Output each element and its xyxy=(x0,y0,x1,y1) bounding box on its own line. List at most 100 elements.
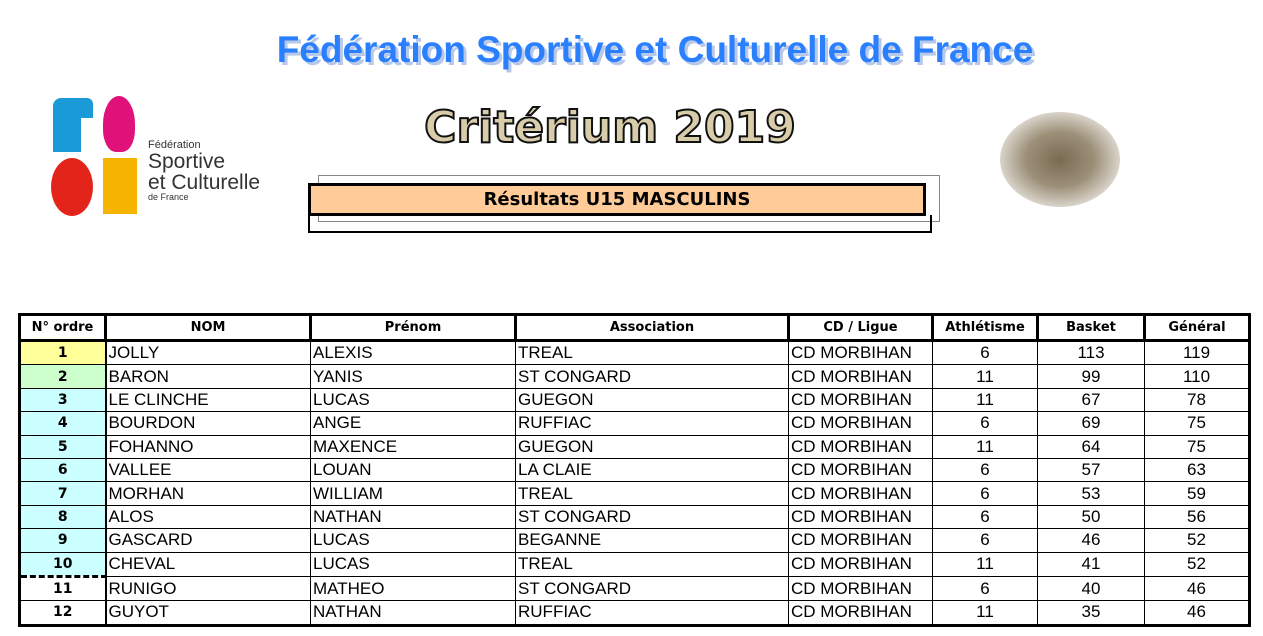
col-nom: NOM xyxy=(105,314,312,342)
cell-basket: 113 xyxy=(1037,339,1145,366)
cell-ligue: CD MORBIHAN xyxy=(788,504,933,530)
cell-general: 119 xyxy=(1144,339,1250,366)
col-general: Général xyxy=(1144,314,1251,342)
cell-rank: 3 xyxy=(19,387,107,413)
cell-athletisme: 6 xyxy=(932,481,1038,506)
logo-text-france: de France xyxy=(148,192,189,202)
cell-prenom: LOUAN xyxy=(310,457,516,483)
cell-rank: 4 xyxy=(19,411,107,436)
logo-shape-pink xyxy=(103,96,135,152)
fscf-logo: Fédération Sportive et Culturelle de Fra… xyxy=(48,92,293,222)
table-header: N° ordre NOM Prénom Association CD / Lig… xyxy=(19,314,1251,342)
cell-association: LA CLAIE xyxy=(515,457,789,483)
logo-shape-red xyxy=(51,158,93,216)
cell-ligue: CD MORBIHAN xyxy=(788,434,933,459)
cell-general: 52 xyxy=(1144,551,1250,577)
cell-nom: MORHAN xyxy=(105,481,311,506)
cell-athletisme: 6 xyxy=(932,575,1038,602)
col-association: Association xyxy=(515,314,790,342)
cell-athletisme: 11 xyxy=(932,434,1038,459)
cell-ligue: CD MORBIHAN xyxy=(788,575,933,602)
table-row: 3 LE CLINCHE LUCAS GUEGON CD MORBIHAN 11 67 78 xyxy=(19,387,1250,413)
cell-ligue: CD MORBIHAN xyxy=(788,600,933,626)
cell-athletisme: 6 xyxy=(932,457,1038,483)
table-row: 6 VALLEE LOUAN LA CLAIE CD MORBIHAN 6 57 63 xyxy=(19,457,1250,483)
cell-prenom: LUCAS xyxy=(310,551,516,577)
cell-ligue: CD MORBIHAN xyxy=(788,528,933,553)
cell-association: GUEGON xyxy=(515,434,789,459)
cell-basket: 53 xyxy=(1037,481,1145,506)
cell-rank: 8 xyxy=(19,504,107,530)
cell-nom: ALOS xyxy=(105,504,311,530)
cell-general: 78 xyxy=(1144,387,1250,413)
cell-basket: 64 xyxy=(1037,434,1145,459)
cell-athletisme: 6 xyxy=(932,339,1038,366)
cell-ligue: CD MORBIHAN xyxy=(788,457,933,483)
cell-basket: 69 xyxy=(1037,411,1145,436)
cell-association: RUFFIAC xyxy=(515,411,789,436)
cell-ligue: CD MORBIHAN xyxy=(788,339,933,366)
cell-rank: 7 xyxy=(19,481,107,506)
cell-basket: 41 xyxy=(1037,551,1145,577)
cell-athletisme: 11 xyxy=(932,387,1038,413)
table-row: 4 BOURDON ANGE RUFFIAC CD MORBIHAN 6 69 75 xyxy=(19,411,1250,436)
cell-prenom: MAXENCE xyxy=(310,434,516,459)
col-prenom: Prénom xyxy=(310,314,517,342)
cell-nom: FOHANNO xyxy=(105,434,311,459)
cell-association: RUFFIAC xyxy=(515,600,789,626)
page-title: Fédération Sportive et Culturelle de Fra… xyxy=(276,29,1034,70)
cell-general: 56 xyxy=(1144,504,1250,530)
col-athletisme: Athlétisme xyxy=(932,314,1039,342)
cell-rank: 12 xyxy=(19,600,107,626)
cell-nom: CHEVAL xyxy=(105,551,311,577)
cell-prenom: ANGE xyxy=(310,411,516,436)
cell-prenom: NATHAN xyxy=(310,600,516,626)
cell-athletisme: 6 xyxy=(932,504,1038,530)
cell-nom: JOLLY xyxy=(105,339,311,366)
cell-nom: LE CLINCHE xyxy=(105,387,311,413)
cell-nom: GASCARD xyxy=(105,528,311,553)
table-row: 1 JOLLY ALEXIS TREAL CD MORBIHAN 6 113 119 xyxy=(19,339,1250,366)
cell-prenom: ALEXIS xyxy=(310,339,516,366)
cell-basket: 50 xyxy=(1037,504,1145,530)
cell-basket: 57 xyxy=(1037,457,1145,483)
cell-prenom: LUCAS xyxy=(310,528,516,553)
cell-general: 75 xyxy=(1144,434,1250,459)
cell-nom: RUNIGO xyxy=(105,575,311,602)
logo-text-sportive: Sportive xyxy=(148,150,226,173)
cell-rank: 2 xyxy=(19,364,107,389)
cell-general: 46 xyxy=(1144,600,1250,626)
cell-general: 75 xyxy=(1144,411,1250,436)
cell-association: GUEGON xyxy=(515,387,789,413)
cell-athletisme: 11 xyxy=(932,364,1038,389)
cell-general: 110 xyxy=(1144,364,1250,389)
cell-general: 59 xyxy=(1144,481,1250,506)
logo-shape-blue-top xyxy=(73,98,93,118)
cell-association: BEGANNE xyxy=(515,528,789,553)
cell-rank: 6 xyxy=(19,457,107,483)
event-title: Critérium 2019 xyxy=(423,102,797,153)
table-row: 8 ALOS NATHAN ST CONGARD CD MORBIHAN 6 50 56 xyxy=(19,504,1250,530)
col-ordre: N° ordre xyxy=(19,314,107,342)
table-row: 5 FOHANNO MAXENCE GUEGON CD MORBIHAN 11 64 75 xyxy=(19,434,1250,459)
cell-nom: BOURDON xyxy=(105,411,311,436)
cell-prenom: LUCAS xyxy=(310,387,516,413)
cell-basket: 40 xyxy=(1037,575,1145,602)
cell-basket: 67 xyxy=(1037,387,1145,413)
cell-association: TREAL xyxy=(515,481,789,506)
cell-athletisme: 6 xyxy=(932,411,1038,436)
cell-nom: VALLEE xyxy=(105,457,311,483)
cell-association: ST CONGARD xyxy=(515,575,789,602)
cell-nom: GUYOT xyxy=(105,600,311,626)
cell-prenom: YANIS xyxy=(310,364,516,389)
results-banner: Résultats U15 MASCULINS xyxy=(308,183,926,216)
col-ligue: CD / Ligue xyxy=(788,314,934,342)
table-row: 10 CHEVAL LUCAS TREAL CD MORBIHAN 11 41 52 xyxy=(19,551,1250,577)
table-row: 12 GUYOT NATHAN RUFFIAC CD MORBIHAN 11 35 46 xyxy=(19,600,1250,626)
cell-rank: 1 xyxy=(19,339,107,366)
cell-general: 63 xyxy=(1144,457,1250,483)
logo-text-federation: Fédération xyxy=(148,139,201,151)
cell-rank: 9 xyxy=(19,528,107,553)
cell-association: ST CONGARD xyxy=(515,504,789,530)
cell-general: 52 xyxy=(1144,528,1250,553)
